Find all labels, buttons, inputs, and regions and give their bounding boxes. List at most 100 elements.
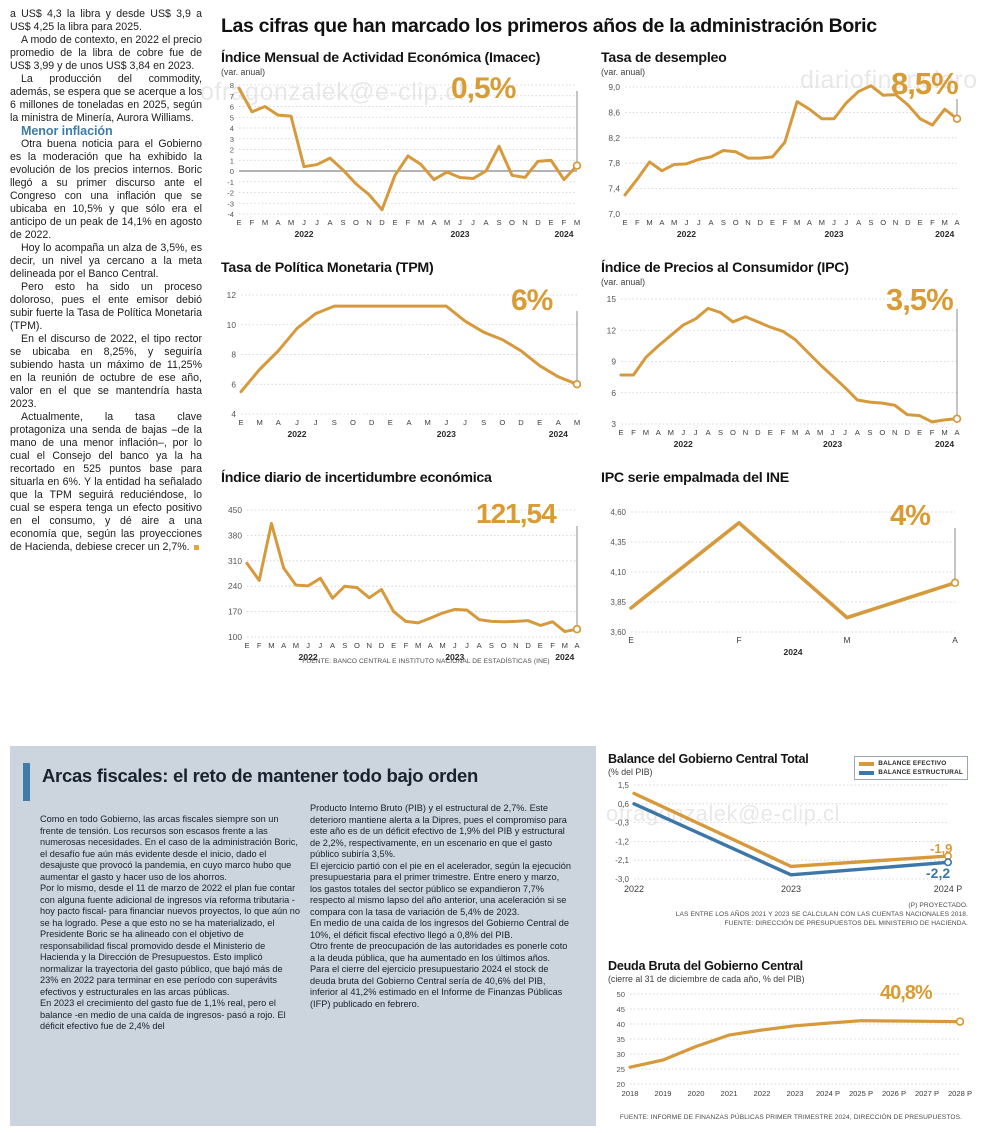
svg-text:O: O xyxy=(879,428,885,437)
svg-text:J: J xyxy=(458,218,462,227)
callout-value: 40,8% xyxy=(880,982,933,1004)
svg-text:2022: 2022 xyxy=(299,652,318,662)
ipc-empalmada-plot-svg: 4,60 4,35 4,10 3,85 3,60E F M A 2024 xyxy=(610,508,960,657)
paragraph: A modo de contexto, en 2022 el precio pr… xyxy=(10,34,202,72)
chart-deuda: Deuda Bruta del Gobierno Central (cierre… xyxy=(608,959,974,1121)
legend-item-estructural: BALANCE ESTRUCTURAL xyxy=(859,768,963,777)
svg-text:M: M xyxy=(671,218,677,227)
svg-text:A: A xyxy=(574,641,580,650)
svg-text:M: M xyxy=(819,218,825,227)
legend-label: BALANCE EFECTIVO xyxy=(878,760,947,767)
svg-text:E: E xyxy=(388,418,393,427)
svg-text:8: 8 xyxy=(231,350,236,360)
chart-title: IPC serie empalmada del INE xyxy=(601,470,790,486)
svg-text:E: E xyxy=(622,218,627,227)
svg-text:N: N xyxy=(893,218,898,227)
svg-text:40: 40 xyxy=(617,1020,625,1029)
svg-text:7: 7 xyxy=(230,92,234,101)
svg-text:E: E xyxy=(391,641,396,650)
svg-text:D: D xyxy=(369,418,375,427)
svg-text:0,6: 0,6 xyxy=(618,800,630,809)
plot-area: 15 12 9 6 3 E F M A M J J A S O N D E F M A M J J A S O N D E F M A 2022 2… xyxy=(601,287,971,462)
svg-text:2022: 2022 xyxy=(754,1089,771,1098)
svg-text:S: S xyxy=(496,218,501,227)
svg-text:4: 4 xyxy=(230,124,234,133)
svg-text:8,2: 8,2 xyxy=(608,133,620,143)
svg-text:A: A xyxy=(659,218,665,227)
chart-subtitle: (cierre al 31 de diciembre de cada año, … xyxy=(608,974,805,985)
svg-text:6: 6 xyxy=(231,380,236,390)
svg-text:A: A xyxy=(275,218,281,227)
svg-text:5: 5 xyxy=(230,114,234,123)
svg-text:F: F xyxy=(635,218,640,227)
svg-text:S: S xyxy=(867,428,872,437)
svg-text:A: A xyxy=(706,428,712,437)
svg-text:50: 50 xyxy=(617,990,625,999)
paragraph: Producto Interno Bruto (PIB) y el estruc… xyxy=(310,803,567,859)
svg-text:7,8: 7,8 xyxy=(608,159,620,169)
svg-text:2022: 2022 xyxy=(674,439,693,449)
callout-value: 8,5% xyxy=(891,66,959,101)
svg-text:D: D xyxy=(904,428,910,437)
svg-text:2024 P: 2024 P xyxy=(816,1089,840,1098)
chart-title: Tasa de desempleo xyxy=(601,50,727,66)
chart-title: Balance del Gobierno Central Total xyxy=(608,752,809,766)
svg-text:J: J xyxy=(681,428,685,437)
svg-text:J: J xyxy=(306,641,310,650)
legend-swatch-efectivo xyxy=(859,761,875,766)
svg-text:M: M xyxy=(668,428,674,437)
svg-text:F: F xyxy=(404,641,409,650)
plot-area: 4,60 4,35 4,10 3,85 3,60 E F M A 2024 xyxy=(601,500,971,672)
svg-text:M: M xyxy=(792,428,798,437)
svg-text:M: M xyxy=(817,428,823,437)
svg-text:S: S xyxy=(342,641,347,650)
svg-text:170: 170 xyxy=(228,607,242,617)
deuda-source-note: FUENTE: INFORME DE FINANZAS PÚBLICAS PRI… xyxy=(619,1114,963,1121)
svg-text:M: M xyxy=(257,418,263,427)
svg-text:O: O xyxy=(501,641,507,650)
svg-text:E: E xyxy=(918,218,923,227)
chart-title: Índice diario de incertidumbre económica xyxy=(221,470,492,486)
svg-text:M: M xyxy=(268,641,274,650)
svg-text:-1,9: -1,9 xyxy=(930,841,952,856)
svg-text:M: M xyxy=(415,641,421,650)
svg-text:A: A xyxy=(330,641,336,650)
svg-text:F: F xyxy=(783,218,788,227)
section-subheading: Menor inflación xyxy=(21,124,113,138)
svg-text:M: M xyxy=(439,641,445,650)
svg-text:2021: 2021 xyxy=(721,1089,738,1098)
svg-text:12: 12 xyxy=(227,290,237,300)
svg-text:2024: 2024 xyxy=(555,652,574,662)
svg-text:A: A xyxy=(855,428,861,437)
svg-text:N: N xyxy=(366,641,371,650)
legend-label: BALANCE ESTRUCTURAL xyxy=(878,769,963,776)
svg-text:S: S xyxy=(332,418,337,427)
svg-text:35: 35 xyxy=(617,1035,625,1044)
chart-subtitle: (var. anual) xyxy=(221,67,266,78)
svg-text:N: N xyxy=(513,641,518,650)
svg-text:M: M xyxy=(794,218,800,227)
svg-text:A: A xyxy=(952,635,958,645)
svg-text:D: D xyxy=(379,641,385,650)
fiscal-section: Arcas fiscales: el reto de mantener todo… xyxy=(10,746,978,1126)
svg-text:F: F xyxy=(250,218,255,227)
svg-text:20: 20 xyxy=(617,1080,625,1089)
svg-text:2024 P: 2024 P xyxy=(934,884,963,894)
svg-text:J: J xyxy=(295,418,299,427)
svg-text:F: F xyxy=(930,428,935,437)
svg-text:6: 6 xyxy=(611,388,616,398)
top-section: ofragonzalek@e-clip.cl diariofinanciero … xyxy=(10,8,977,675)
svg-text:F: F xyxy=(631,428,636,437)
svg-text:S: S xyxy=(489,641,494,650)
svg-text:O: O xyxy=(354,641,360,650)
svg-text:2024: 2024 xyxy=(935,439,954,449)
svg-text:M: M xyxy=(425,418,431,427)
svg-text:-1,2: -1,2 xyxy=(615,838,629,847)
svg-text:-2: -2 xyxy=(227,189,234,198)
svg-text:J: J xyxy=(843,428,847,437)
callout-value: 3,5% xyxy=(886,282,954,317)
chart-incertidumbre: Índice diario de incertidumbre económica… xyxy=(221,470,591,675)
svg-text:S: S xyxy=(340,218,345,227)
svg-text:O: O xyxy=(880,218,886,227)
